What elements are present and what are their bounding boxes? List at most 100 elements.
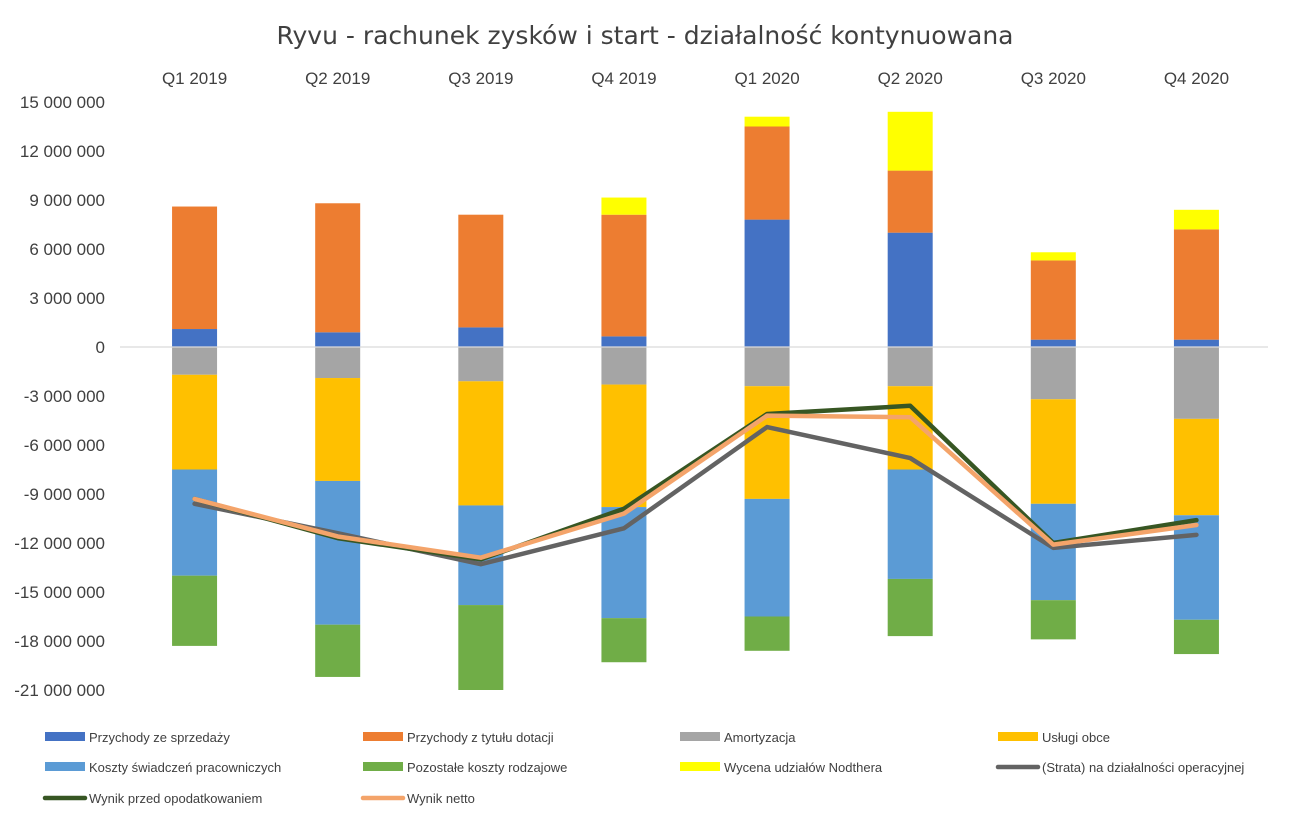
legend-item: Usługi obce <box>998 730 1110 745</box>
bar-amortyzacja <box>315 347 361 379</box>
legend-item: Koszty świadczeń pracowniczych <box>45 760 281 775</box>
legend-label: Wynik przed opodatkowaniem <box>89 791 262 806</box>
y-tick-label: -21 000 000 <box>14 681 105 700</box>
legend-item: Wycena udziałów Nodthera <box>680 760 883 775</box>
legend-swatch <box>998 732 1038 741</box>
bar-uslugi-obce <box>1030 399 1076 504</box>
category-label: Q3 2020 <box>1021 69 1086 88</box>
bar-koszty-swiadczen-pracowniczych <box>744 498 790 617</box>
y-tick-label: -15 000 000 <box>14 583 105 602</box>
legend-item: Przychody z tytułu dotacji <box>363 730 554 745</box>
category-label: Q1 2019 <box>162 69 227 88</box>
legend-item: Amortyzacja <box>680 730 796 745</box>
line-wynik-netto <box>192 413 1199 560</box>
category-label: Q4 2020 <box>1164 69 1229 88</box>
chart-title: Ryvu - rachunek zysków i start - działal… <box>276 21 1013 50</box>
bar-pozostale-koszty-rodzajowe <box>887 578 933 637</box>
legend-swatch <box>363 732 403 741</box>
legend-swatch <box>680 762 720 771</box>
bar-pozostale-koszty-rodzajowe <box>744 616 790 651</box>
y-tick-label: 6 000 000 <box>29 240 105 259</box>
legend-label: Przychody z tytułu dotacji <box>407 730 554 745</box>
bar-pozostale-koszty-rodzajowe <box>172 575 218 646</box>
category-labels: Q1 2019 Q2 2019 Q3 2019 Q4 2019 Q1 2020 Q2 20… <box>162 69 1229 88</box>
bar-przychody-z-tytulu-dotacji <box>887 170 933 233</box>
bar-przychody-ze-sprzedazy <box>887 232 933 347</box>
bar-uslugi-obce <box>1173 418 1219 516</box>
bar-przychody-ze-sprzedazy <box>744 219 790 347</box>
bar-amortyzacja <box>1030 347 1076 400</box>
y-tick-label: 9 000 000 <box>29 191 105 210</box>
legend-label: Amortyzacja <box>724 730 796 745</box>
bar-amortyzacja <box>458 347 504 382</box>
legend-label: Pozostałe koszty rodzajowe <box>407 760 567 775</box>
legend-swatch <box>45 762 85 771</box>
bar-uslugi-obce <box>172 374 218 470</box>
category-label: Q2 2020 <box>878 69 943 88</box>
bar-przychody-ze-sprzedazy <box>601 336 647 347</box>
bar-koszty-swiadczen-pracowniczych <box>887 469 933 579</box>
bar-przychody-z-tytulu-dotacji <box>1173 229 1219 340</box>
y-tick-label: 3 000 000 <box>29 289 105 308</box>
bar-przychody-ze-sprzedazy <box>458 327 504 347</box>
bar-pozostale-koszty-rodzajowe <box>601 618 647 663</box>
legend-swatch <box>680 732 720 741</box>
legend-label: Wycena udziałów Nodthera <box>724 760 883 775</box>
legend-item: Wynik przed opodatkowaniem <box>42 791 262 806</box>
bar-pozostale-koszty-rodzajowe <box>1173 619 1219 655</box>
bar-amortyzacja <box>1173 347 1219 419</box>
legend-label: Wynik netto <box>407 791 475 806</box>
bar-amortyzacja <box>601 347 647 385</box>
bar-przychody-ze-sprzedazy <box>1173 339 1219 347</box>
bar-wycena-udzialow-nodthera <box>1173 209 1219 230</box>
bar-koszty-swiadczen-pracowniczych <box>1030 503 1076 601</box>
line-series <box>192 403 1199 567</box>
y-tick-label: -12 000 000 <box>14 534 105 553</box>
bar-amortyzacja <box>887 347 933 387</box>
bar-koszty-swiadczen-pracowniczych <box>315 480 361 625</box>
bar-przychody-z-tytulu-dotacji <box>172 206 218 330</box>
bar-pozostale-koszty-rodzajowe <box>315 624 361 677</box>
bar-wycena-udzialow-nodthera <box>601 197 647 215</box>
y-tick-label: -18 000 000 <box>14 632 105 651</box>
legend-swatch <box>363 762 403 771</box>
bar-przychody-z-tytulu-dotacji <box>458 214 504 328</box>
y-tick-label: 12 000 000 <box>20 142 105 161</box>
y-tick-label: -9 000 000 <box>24 485 105 504</box>
bar-amortyzacja <box>172 347 218 375</box>
bar-uslugi-obce <box>315 378 361 481</box>
legend-item: Przychody ze sprzedaży <box>45 730 230 745</box>
bar-wycena-udzialow-nodthera <box>744 116 790 127</box>
legend-item: (Strata) na działalności operacyjnej <box>995 760 1244 775</box>
bar-przychody-ze-sprzedazy <box>315 332 361 347</box>
bar-przychody-z-tytulu-dotacji <box>744 126 790 220</box>
bar-przychody-z-tytulu-dotacji <box>1030 260 1076 340</box>
y-tick-label: -6 000 000 <box>24 436 105 455</box>
y-tick-label: -3 000 000 <box>24 387 105 406</box>
bar-koszty-swiadczen-pracowniczych <box>601 507 647 619</box>
category-label: Q1 2020 <box>734 69 799 88</box>
category-label: Q4 2019 <box>591 69 656 88</box>
bar-wycena-udzialow-nodthera <box>887 111 933 171</box>
legend-swatch <box>45 732 85 741</box>
legend: Przychody ze sprzedaży Przychody z tytułu… <box>42 730 1244 806</box>
bar-uslugi-obce <box>744 386 790 499</box>
bars <box>172 111 1219 690</box>
bar-przychody-ze-sprzedazy <box>1030 339 1076 347</box>
bar-przychody-ze-sprzedazy <box>172 329 218 347</box>
category-label: Q2 2019 <box>305 69 370 88</box>
bar-przychody-z-tytulu-dotacji <box>315 203 361 333</box>
bar-przychody-z-tytulu-dotacji <box>601 214 647 337</box>
bar-koszty-swiadczen-pracowniczych <box>1173 515 1219 620</box>
legend-label: Koszty świadczeń pracowniczych <box>89 760 281 775</box>
legend-label: Usługi obce <box>1042 730 1110 745</box>
bar-koszty-swiadczen-pracowniczych <box>172 469 218 576</box>
legend-item: Wynik netto <box>360 791 475 806</box>
y-tick-label: 0 <box>96 338 105 357</box>
bar-wycena-udzialow-nodthera <box>1030 252 1076 261</box>
bar-pozostale-koszty-rodzajowe <box>1030 600 1076 640</box>
legend-item: Pozostałe koszty rodzajowe <box>363 760 567 775</box>
category-label: Q3 2019 <box>448 69 513 88</box>
bar-pozostale-koszty-rodzajowe <box>458 605 504 690</box>
